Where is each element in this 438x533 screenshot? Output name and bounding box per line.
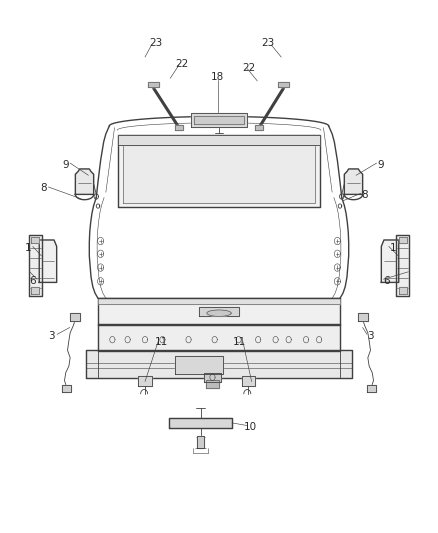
Polygon shape <box>358 313 368 320</box>
Polygon shape <box>396 235 409 296</box>
Text: 11: 11 <box>233 337 247 347</box>
Text: 8: 8 <box>361 190 367 200</box>
Polygon shape <box>381 240 399 282</box>
Polygon shape <box>98 298 340 304</box>
Polygon shape <box>344 169 363 195</box>
Text: 18: 18 <box>211 71 224 82</box>
Polygon shape <box>206 381 219 389</box>
Polygon shape <box>191 114 247 126</box>
Text: 6: 6 <box>29 276 36 286</box>
Polygon shape <box>123 139 315 203</box>
Text: 10: 10 <box>244 422 257 432</box>
Polygon shape <box>32 237 39 243</box>
Polygon shape <box>194 116 244 124</box>
Polygon shape <box>98 298 340 325</box>
Text: 1: 1 <box>25 243 32 253</box>
Text: 23: 23 <box>149 38 162 48</box>
Text: 6: 6 <box>384 276 390 286</box>
Text: 9: 9 <box>63 160 69 169</box>
Polygon shape <box>86 350 352 378</box>
Polygon shape <box>254 125 263 130</box>
Polygon shape <box>278 82 289 87</box>
Polygon shape <box>399 237 406 243</box>
Text: 22: 22 <box>242 63 255 72</box>
Polygon shape <box>138 376 152 386</box>
Polygon shape <box>148 82 159 87</box>
Text: 1: 1 <box>390 243 396 253</box>
Polygon shape <box>32 287 39 294</box>
Polygon shape <box>399 287 406 294</box>
Polygon shape <box>207 310 231 317</box>
Text: 3: 3 <box>367 332 374 342</box>
Polygon shape <box>39 240 57 282</box>
Polygon shape <box>98 324 340 351</box>
Polygon shape <box>197 436 204 448</box>
Text: 23: 23 <box>261 38 275 48</box>
Text: 9: 9 <box>378 160 384 169</box>
Polygon shape <box>204 373 221 382</box>
Polygon shape <box>75 169 94 195</box>
Text: 22: 22 <box>175 59 189 69</box>
Polygon shape <box>175 125 184 130</box>
Polygon shape <box>169 418 232 427</box>
Polygon shape <box>118 135 320 144</box>
Text: 11: 11 <box>155 337 168 347</box>
Polygon shape <box>29 235 42 296</box>
Polygon shape <box>199 307 239 317</box>
Text: 8: 8 <box>41 183 47 193</box>
Text: 3: 3 <box>48 332 55 342</box>
Polygon shape <box>118 135 320 207</box>
Polygon shape <box>70 313 80 320</box>
Polygon shape <box>367 385 376 392</box>
Polygon shape <box>242 376 254 386</box>
Polygon shape <box>62 385 71 392</box>
Polygon shape <box>176 356 223 374</box>
